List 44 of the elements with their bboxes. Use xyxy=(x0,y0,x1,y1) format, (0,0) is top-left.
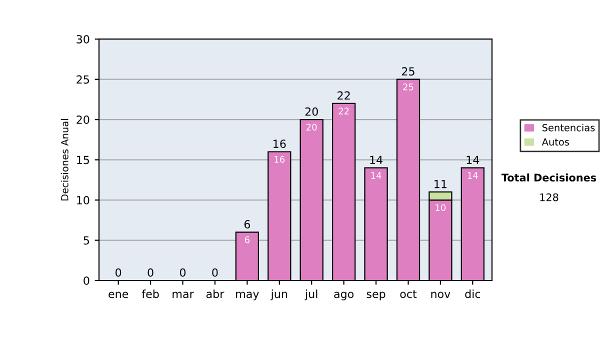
total-label: 11 xyxy=(434,180,446,188)
y-axis-title: Decisiones Anual xyxy=(60,119,68,200)
legend-label: Autos xyxy=(542,138,569,146)
total-label: 22 xyxy=(338,91,350,100)
total-label: 0 xyxy=(148,268,154,277)
x-tick-label: nov xyxy=(431,292,450,298)
y-tick-label: 10 xyxy=(77,196,90,204)
y-tick-label: 30 xyxy=(76,35,90,44)
x-tick-label: ene xyxy=(108,292,128,298)
data-label: 10 xyxy=(436,204,446,212)
total-label: 14 xyxy=(466,156,480,164)
x-tick-label: ago xyxy=(334,292,354,300)
y-tick-label: 15 xyxy=(77,156,89,164)
total-label: 14 xyxy=(370,156,382,164)
data-label: 6 xyxy=(244,236,250,244)
total-label: 16 xyxy=(274,140,286,148)
legend-label: Sentencias xyxy=(542,124,595,132)
y-tick-label: 0 xyxy=(84,276,90,285)
total-label: 0 xyxy=(180,268,186,277)
text: Total Decisiones xyxy=(501,173,596,182)
y-tick-label: 5 xyxy=(84,236,89,245)
data-label: 14 xyxy=(468,172,478,179)
text: 128 xyxy=(540,193,558,202)
x-tick-label: feb xyxy=(142,290,159,298)
data-label: 16 xyxy=(274,156,285,163)
x-tick-label: abr xyxy=(206,290,224,298)
data-label: 22 xyxy=(338,108,349,114)
total-label: 0 xyxy=(212,268,218,277)
x-tick-label: jul xyxy=(304,290,318,300)
x-tick-label: jun xyxy=(270,290,288,300)
total-label: 20 xyxy=(305,107,318,116)
total-label: 6 xyxy=(244,220,250,228)
total-label: 25 xyxy=(402,67,414,76)
x-tick-label: oct xyxy=(400,290,417,298)
y-tick-label: 25 xyxy=(76,75,89,84)
data-label: 14 xyxy=(371,172,382,179)
x-tick-label: dic xyxy=(465,290,480,298)
y-tick-label: 20 xyxy=(76,116,90,124)
x-tick-label: may xyxy=(236,292,259,300)
data-label: 25 xyxy=(403,84,414,90)
data-label: 20 xyxy=(306,124,317,131)
x-tick-label: mar xyxy=(172,292,194,298)
x-tick-label: sep xyxy=(366,292,386,300)
total-label: 0 xyxy=(116,268,122,277)
